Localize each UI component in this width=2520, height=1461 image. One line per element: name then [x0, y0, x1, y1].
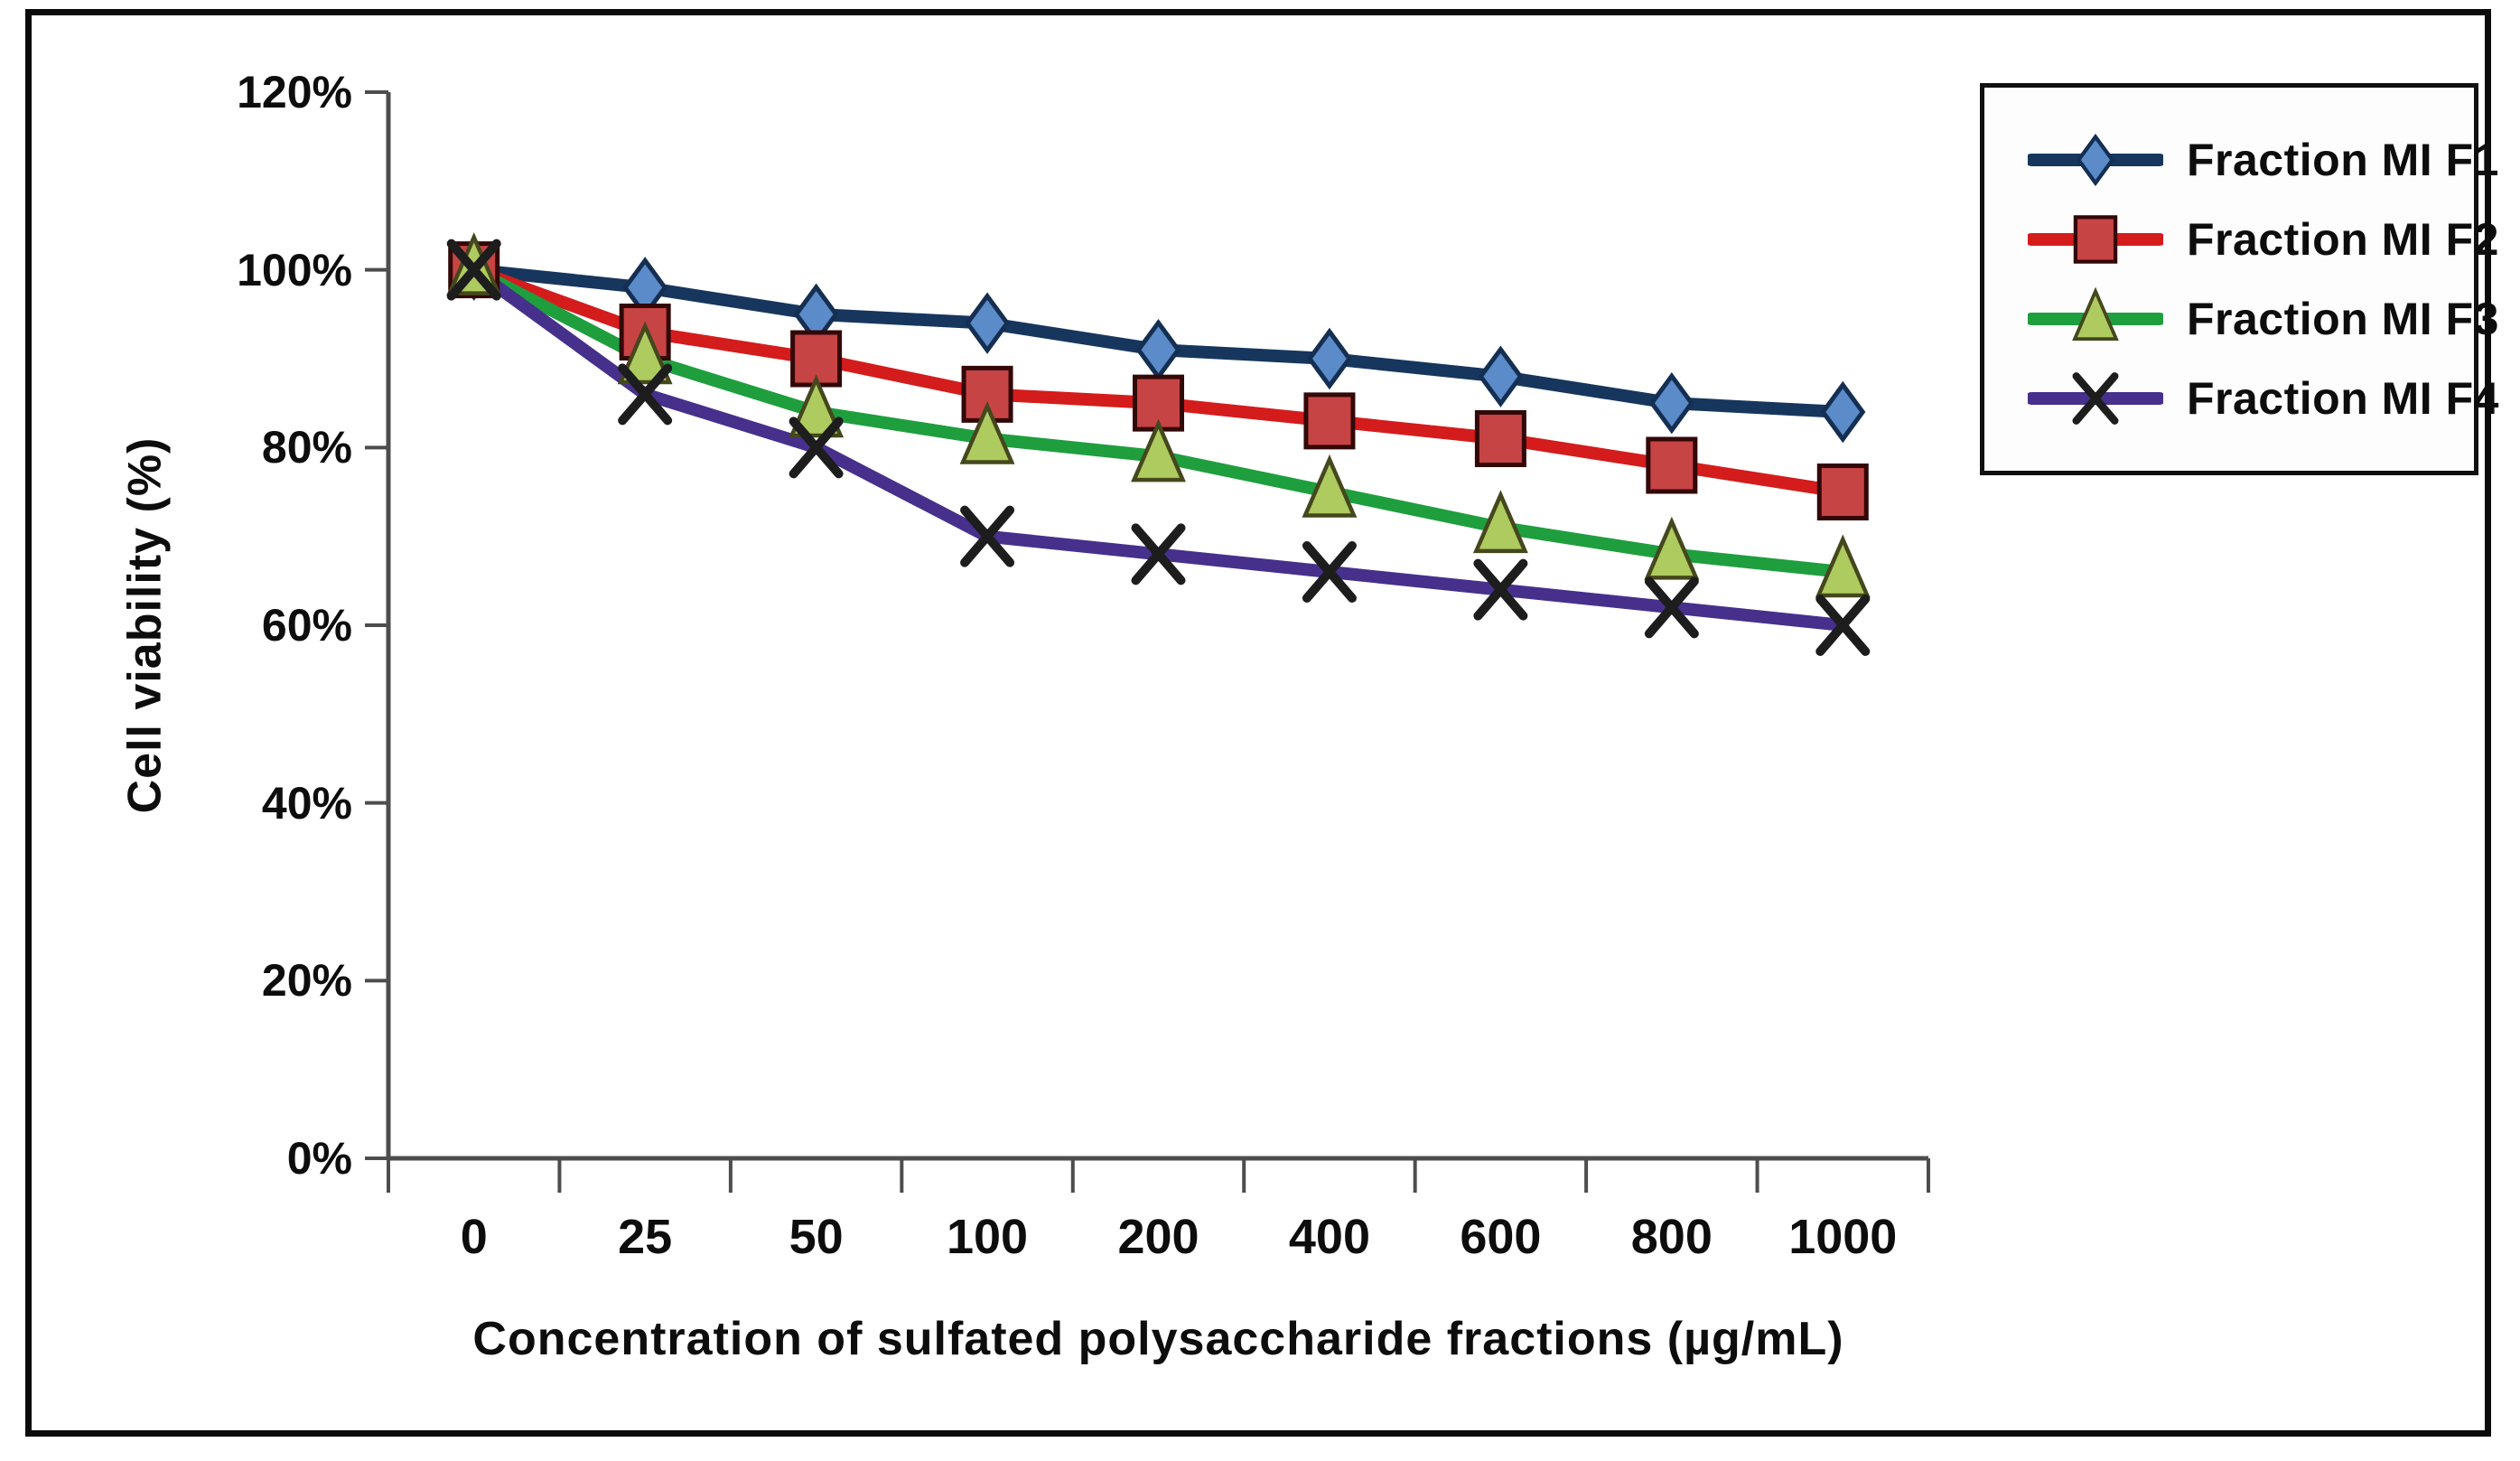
x-tick-label: 400: [1288, 1210, 1370, 1264]
chart-legend: Fraction MI F1 Fraction MI F2 Fraction M…: [1980, 83, 2498, 475]
legend-symbol-diamond-icon: [2028, 133, 2163, 187]
y-tick-label: 80%: [261, 422, 352, 473]
x-axis-title: Concentration of sulfated polysaccharide…: [472, 1313, 1844, 1365]
x-tick-label: 600: [1460, 1210, 1542, 1264]
x-tick-label: 200: [1117, 1210, 1199, 1264]
legend-label: Fraction MI F1: [2187, 135, 2499, 185]
legend-symbol-x-icon: [2028, 372, 2163, 425]
y-tick-label: 0%: [286, 1133, 352, 1184]
legend-item: Fraction MI F1: [1984, 120, 2498, 200]
x-tick-label: 800: [1630, 1210, 1713, 1264]
x-tick-label: 1000: [1788, 1210, 1898, 1264]
legend-rows: Fraction MI F1 Fraction MI F2 Fraction M…: [1984, 120, 2498, 438]
legend-item: Fraction MI F2: [1984, 200, 2498, 279]
y-tick-label: 120%: [237, 67, 352, 117]
x-tick-label: 0: [460, 1210, 488, 1264]
y-tick-label: 100%: [237, 244, 352, 295]
y-tick-label: 40%: [261, 777, 352, 829]
legend-item: Fraction MI F3: [1984, 279, 2498, 359]
x-tick-label: 100: [946, 1210, 1029, 1264]
legend-label: Fraction MI F4: [2187, 373, 2499, 424]
legend-symbol-triangle-icon: [2028, 286, 2163, 342]
y-tick-label: 60%: [261, 600, 352, 651]
y-tick-label: 20%: [261, 955, 352, 1007]
x-tick-label: 50: [789, 1210, 844, 1264]
legend-label: Fraction MI F3: [2187, 294, 2499, 344]
legend-symbol-square-icon: [2028, 215, 2163, 264]
legend-label: Fraction MI F2: [2187, 214, 2499, 265]
legend-item: Fraction MI F4: [1984, 359, 2498, 438]
x-tick-label: 25: [618, 1210, 673, 1264]
